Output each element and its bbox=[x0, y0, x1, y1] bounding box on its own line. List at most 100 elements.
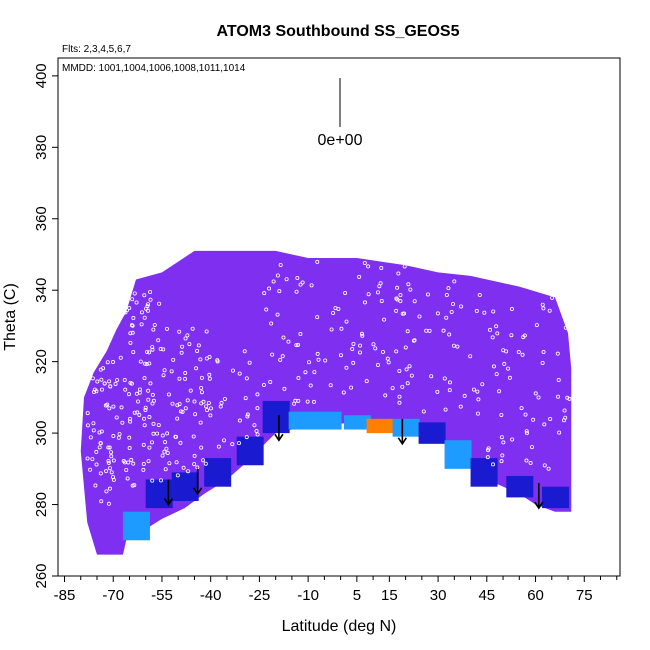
data-point bbox=[277, 289, 282, 294]
data-point bbox=[501, 440, 506, 445]
data-point bbox=[402, 311, 407, 316]
data-point bbox=[207, 372, 212, 377]
data-point bbox=[316, 357, 321, 362]
y-tick-label: 260 bbox=[33, 563, 50, 588]
data-point bbox=[147, 361, 152, 366]
data-point bbox=[173, 434, 178, 439]
data-point bbox=[162, 449, 167, 454]
data-point bbox=[104, 469, 109, 474]
data-point bbox=[91, 421, 96, 426]
data-point bbox=[109, 470, 114, 475]
data-point bbox=[171, 357, 176, 362]
data-point bbox=[203, 461, 208, 466]
data-point bbox=[208, 406, 213, 411]
data-point bbox=[204, 329, 209, 334]
data-point bbox=[523, 412, 528, 417]
data-point bbox=[144, 306, 149, 311]
data-point bbox=[344, 365, 349, 370]
data-point bbox=[103, 403, 108, 408]
x-tick-label: 15 bbox=[381, 587, 398, 604]
data-point bbox=[106, 501, 111, 506]
field-cell bbox=[288, 411, 316, 430]
data-point bbox=[329, 327, 334, 332]
data-point bbox=[516, 350, 521, 355]
data-point bbox=[155, 431, 160, 436]
data-point bbox=[341, 390, 346, 395]
field-cell bbox=[314, 411, 342, 430]
data-point bbox=[362, 300, 367, 305]
data-point bbox=[183, 336, 188, 341]
data-point bbox=[151, 327, 156, 332]
data-point bbox=[218, 404, 223, 409]
data-point bbox=[441, 328, 446, 333]
arrow-head bbox=[274, 433, 284, 442]
data-point bbox=[95, 379, 100, 384]
y-tick-label: 320 bbox=[33, 349, 50, 374]
data-point bbox=[111, 458, 116, 463]
data-point bbox=[497, 389, 502, 394]
data-point bbox=[308, 383, 313, 388]
data-point bbox=[158, 347, 163, 352]
data-point bbox=[164, 446, 169, 451]
data-point bbox=[161, 373, 166, 378]
data-point bbox=[111, 404, 116, 409]
data-point bbox=[196, 343, 201, 348]
scale-label: 0e+00 bbox=[318, 132, 363, 149]
data-point bbox=[107, 486, 112, 491]
x-axis: -85 -70 -55 -40 -25 -10 5 15 30 45 60 75 bbox=[54, 576, 618, 604]
data-point bbox=[120, 420, 125, 425]
data-point bbox=[444, 315, 449, 320]
field-cell bbox=[470, 458, 498, 487]
data-point bbox=[244, 376, 249, 381]
data-point bbox=[134, 300, 139, 305]
data-point bbox=[142, 315, 147, 320]
y-tick-label: 280 bbox=[33, 492, 50, 517]
data-point bbox=[429, 374, 434, 379]
data-point bbox=[109, 454, 114, 459]
data-point bbox=[471, 387, 476, 392]
data-point bbox=[268, 380, 273, 385]
data-point bbox=[169, 369, 174, 374]
data-point bbox=[139, 310, 144, 315]
data-point bbox=[150, 401, 155, 406]
data-point bbox=[547, 308, 552, 313]
data-point bbox=[161, 347, 166, 352]
arrow-head bbox=[193, 487, 203, 496]
data-point bbox=[458, 404, 463, 409]
x-tick-label: -55 bbox=[151, 587, 173, 604]
data-point bbox=[520, 352, 525, 357]
data-point bbox=[298, 332, 303, 337]
data-point bbox=[131, 316, 136, 321]
data-point bbox=[107, 445, 112, 450]
data-point bbox=[447, 332, 452, 337]
data-point bbox=[528, 461, 533, 466]
data-point bbox=[90, 457, 95, 462]
data-point bbox=[157, 301, 162, 306]
data-point bbox=[192, 462, 197, 467]
data-point bbox=[144, 362, 149, 367]
data-point bbox=[106, 458, 111, 463]
field-cell bbox=[204, 458, 232, 487]
data-point bbox=[541, 306, 546, 311]
data-point bbox=[254, 429, 259, 434]
data-point bbox=[158, 478, 163, 483]
data-point bbox=[139, 322, 144, 327]
data-point bbox=[542, 422, 547, 427]
data-point bbox=[328, 383, 333, 388]
data-point bbox=[131, 461, 136, 466]
data-point bbox=[476, 397, 481, 402]
data-point bbox=[312, 370, 317, 375]
data-point bbox=[230, 368, 235, 373]
arrow-head bbox=[163, 498, 174, 506]
data-point bbox=[451, 301, 456, 306]
data-point bbox=[200, 390, 205, 395]
field-cell bbox=[343, 415, 371, 430]
data-point bbox=[409, 373, 414, 378]
flights-note: Flts: 2,3,4,5,6,7 bbox=[62, 44, 131, 55]
data-point bbox=[451, 343, 456, 348]
data-point bbox=[179, 350, 184, 355]
data-point bbox=[455, 344, 460, 349]
data-point bbox=[546, 466, 551, 471]
data-point bbox=[395, 297, 400, 302]
data-point bbox=[459, 304, 464, 309]
